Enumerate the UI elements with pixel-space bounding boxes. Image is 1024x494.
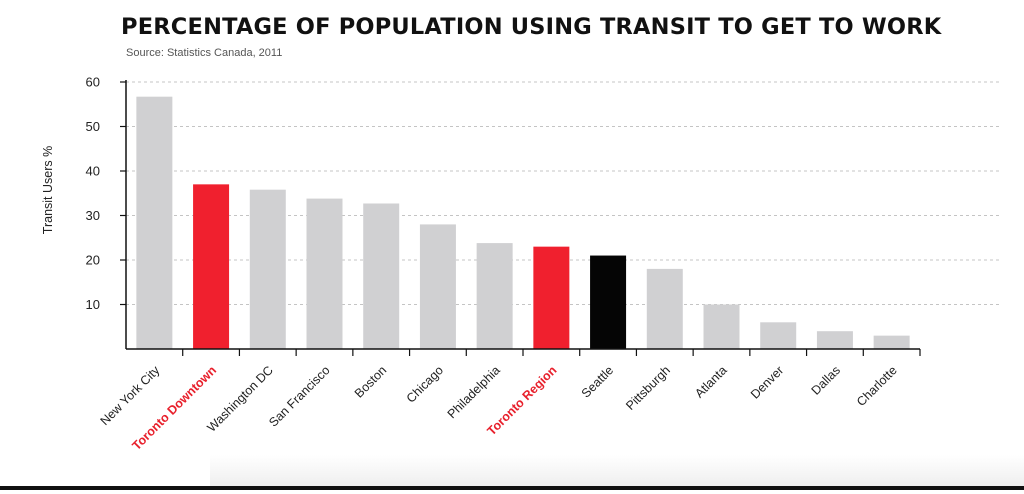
axes [120,80,921,356]
y-tick-label: 30 [86,208,100,223]
bar-atlanta [703,304,740,349]
x-tick-label: Boston [352,363,389,400]
x-tick-label: Pittsburgh [623,363,673,413]
bar-denver [760,322,797,349]
bar-seattle [590,255,627,349]
y-tick-label: 60 [86,75,100,90]
bar-new-york-city [136,96,173,349]
chart-title: PERCENTAGE OF POPULATION USING TRANSIT T… [121,14,942,40]
y-tick-labels: 10 20 30 40 50 60 [86,75,100,313]
y-tick-label: 20 [86,253,100,268]
bar-san-francisco [306,198,343,349]
bar-toronto-downtown [193,184,230,349]
footer-rule [0,486,1024,490]
bar-washington-dc [249,189,286,349]
y-tick-label: 40 [86,164,100,179]
x-tick-label: Philadelphia [445,363,503,421]
bar-philadelphia [476,243,513,349]
chart-source: Source: Statistics Canada, 2011 [126,47,283,59]
x-tick-label: Seattle [579,363,616,400]
x-tick-label: Chicago [404,363,446,405]
bar-toronto-region [533,246,570,349]
y-tick-label: 10 [86,297,100,312]
bar-pittsburgh [646,268,683,349]
y-tick-label: 50 [86,119,100,134]
x-tick-label: Charlotte [854,363,900,409]
footer-shadow [210,455,1024,486]
x-tick-label: San Francisco [266,363,332,429]
y-axis-label: Transit Users % [41,146,55,234]
bar-dallas [816,331,853,349]
x-tick-label: Denver [748,363,786,401]
bars [136,96,910,349]
bar-chicago [419,224,456,349]
x-tick-label: Atlanta [692,363,729,400]
bar-boston [363,203,400,349]
bar-charlotte [873,335,910,349]
x-tick-label: Dallas [809,363,843,397]
